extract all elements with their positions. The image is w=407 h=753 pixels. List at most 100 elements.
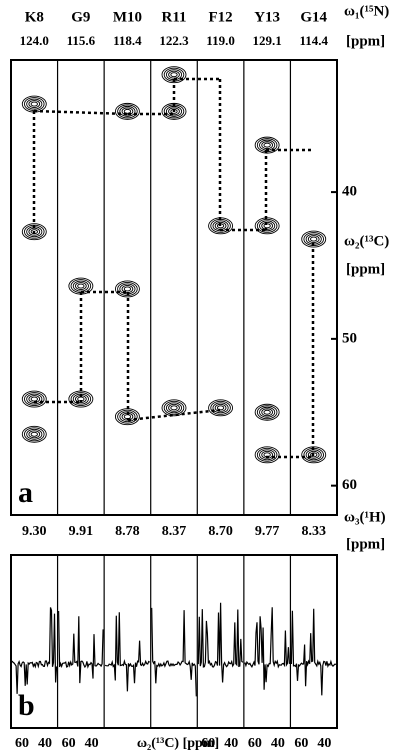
contour <box>77 283 85 289</box>
contour <box>121 412 134 421</box>
h1-axis-label: ω₃(¹H) <box>344 509 386 525</box>
peak <box>114 280 140 298</box>
h1-shift: 9.30 <box>22 524 47 539</box>
contour <box>261 221 273 230</box>
contour <box>21 223 47 241</box>
contour <box>165 402 183 414</box>
contour <box>261 450 273 459</box>
contour <box>24 392 45 406</box>
contour <box>259 449 276 461</box>
contour <box>214 221 227 230</box>
contour <box>170 72 178 78</box>
contour <box>305 233 322 245</box>
h1-shift: 9.77 <box>255 524 280 539</box>
contour <box>310 452 318 458</box>
contour <box>301 230 327 248</box>
contour <box>163 104 185 119</box>
contour <box>256 218 278 233</box>
trace <box>104 612 151 692</box>
contour <box>161 399 187 417</box>
peak <box>301 230 327 248</box>
contour <box>30 396 38 402</box>
panel-label: a <box>18 476 33 509</box>
contour <box>72 393 89 405</box>
contour <box>26 226 43 238</box>
contour <box>214 403 227 412</box>
contour <box>210 218 231 233</box>
peak <box>161 102 187 120</box>
contour <box>28 430 41 439</box>
contour <box>117 104 138 119</box>
contour <box>254 136 280 154</box>
contour <box>263 223 271 229</box>
contour <box>30 229 38 235</box>
x-tick-label: 60 <box>294 736 308 751</box>
panel-label: b <box>18 689 35 722</box>
x-tick-label: 40 <box>317 736 331 751</box>
peak <box>21 95 47 113</box>
c13-axis-label: ω₂(¹³C) <box>344 233 389 249</box>
panel-a-frame <box>10 59 338 516</box>
trace <box>244 607 290 690</box>
peak <box>208 399 234 417</box>
x-tick-label: 60 <box>62 736 76 751</box>
n15-shift: 129.1 <box>253 33 282 48</box>
contour <box>254 403 280 421</box>
c13-axis-unit: [ppm] <box>346 261 385 277</box>
x-tick-label: 60 <box>15 736 29 751</box>
contour <box>307 450 320 459</box>
contour <box>165 105 183 117</box>
contour <box>165 69 183 81</box>
contour <box>119 105 136 117</box>
contour <box>305 449 322 461</box>
contour <box>168 70 180 79</box>
contour <box>256 138 278 153</box>
contour <box>121 107 134 116</box>
bottom-axis-label: ω₂(¹³C) [ppm] <box>137 736 219 751</box>
residue-label: G9 <box>71 9 90 25</box>
peak <box>68 277 94 295</box>
n15-axis-label: ω₁(¹⁵N) <box>344 3 389 19</box>
contour <box>168 403 180 412</box>
contour <box>75 395 87 403</box>
contour <box>24 97 45 111</box>
contour <box>301 446 327 464</box>
contour <box>263 409 271 415</box>
contour <box>121 285 134 293</box>
contour <box>254 217 280 235</box>
contour <box>163 400 185 415</box>
contour <box>263 452 271 458</box>
n15-shift: 119.0 <box>206 33 235 48</box>
peak <box>161 399 187 417</box>
contour <box>26 393 43 405</box>
contour <box>263 142 271 148</box>
contour <box>168 107 180 116</box>
contour <box>259 220 276 232</box>
contour <box>170 405 178 411</box>
contour <box>208 399 234 417</box>
x-tick-label: 40 <box>224 736 238 751</box>
contour <box>28 100 41 108</box>
contour <box>307 235 320 244</box>
contour <box>261 408 273 417</box>
contour <box>259 406 276 418</box>
contour <box>114 408 140 426</box>
contour <box>21 95 47 113</box>
contour <box>26 98 43 110</box>
contour <box>68 277 94 295</box>
peak <box>21 390 47 408</box>
peak <box>114 408 140 426</box>
contour <box>212 402 229 414</box>
n15-axis-unit: [ppm] <box>346 33 385 49</box>
contour <box>28 395 41 403</box>
contour <box>77 396 85 402</box>
contour <box>72 280 89 292</box>
y-tick-label: 60 <box>342 477 357 493</box>
x-tick-label: 60 <box>248 736 262 751</box>
contour <box>256 447 278 462</box>
x-tick-label: 40 <box>85 736 99 751</box>
h1-shift: 8.33 <box>301 524 326 539</box>
peak <box>161 66 187 84</box>
contour <box>70 392 92 406</box>
trace <box>151 607 197 697</box>
